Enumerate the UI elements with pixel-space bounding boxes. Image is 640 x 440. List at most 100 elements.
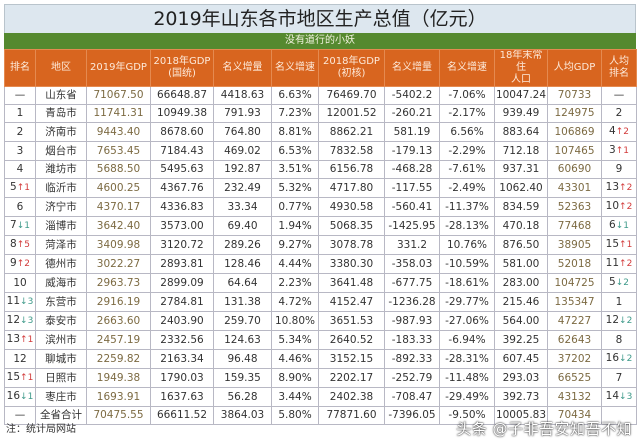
author-band: 没有道行的小妖: [4, 33, 636, 49]
gdp2018_prelim-cell: 8862.21: [318, 122, 385, 142]
gdp2018_nat-cell: 3573.00: [150, 216, 214, 236]
pc-cell: 107465: [547, 141, 602, 161]
inc1-cell: 56.28: [213, 387, 272, 407]
gdp2018_nat-cell: 5495.63: [150, 160, 214, 179]
rate1-cell: 4.44%: [271, 254, 319, 274]
per-capita-rank: —: [613, 89, 625, 101]
rank: 3: [16, 144, 24, 157]
gdp2018_prelim-cell: 6156.78: [318, 160, 385, 179]
region-cell: 潍坊市: [35, 160, 87, 179]
inc2-cell: -1425.95: [384, 216, 440, 236]
pc-cell: 38905: [547, 235, 602, 255]
pc-cell: 106869: [547, 122, 602, 142]
per-capita-rank: 5: [609, 276, 616, 288]
gdp2018_nat-cell: 8678.60: [150, 122, 214, 142]
gdp2018_prelim-cell: 3651.53: [318, 311, 385, 331]
per-capita-rank-cell: 12↓2: [601, 311, 637, 331]
pc-cell: 37202: [547, 349, 602, 369]
per-capita-rank-change: ↓1: [615, 221, 629, 231]
region-cell: 聊城市: [35, 349, 87, 369]
table-title: 2019年山东各市地区生产总值（亿元）: [4, 4, 636, 33]
table-row: 3 烟台市 7653.45 7184.43 469.02 6.53% 7832.58 -179…: [4, 141, 637, 161]
per-capita-rank: 9: [615, 163, 623, 175]
inc2-cell: -117.55: [384, 178, 440, 198]
table-row: 1 青岛市 11741.31 10949.38 791.93 7.23% 12001.52-…: [4, 104, 637, 123]
rank: 16: [6, 390, 21, 402]
gdp2018_nat-cell: 2784.81: [150, 292, 214, 312]
inc2-cell: -987.93: [384, 311, 440, 331]
rate1-cell: 4.46%: [271, 349, 319, 369]
inc1-cell: 259.70: [213, 311, 272, 331]
column-header: 人均GDP: [547, 49, 602, 87]
rate2-cell: -27.06%: [439, 311, 495, 331]
pop-cell: 10005.83: [494, 406, 548, 425]
table-row: 9↑2 德州市 3022.27 2893.81 128.46 4.44% 3380.30 -3…: [4, 254, 637, 274]
rank-cell: 2: [4, 122, 36, 142]
gdp2019-cell: 9443.40: [86, 122, 151, 142]
region-cell: 淄博市: [35, 216, 87, 236]
rank-change: ↑2: [16, 259, 30, 269]
gdp2018_prelim-cell: 3641.48: [318, 273, 385, 293]
inc1-cell: 64.64: [213, 273, 272, 293]
inc2-cell: -7396.05: [384, 406, 440, 425]
table-row: 6 济宁市 4370.17 4336.83 33.34 0.77% 4930.58 -560.…: [4, 197, 637, 217]
pop-cell: 937.31: [494, 160, 548, 179]
column-header: 人均 排名: [601, 49, 637, 87]
rate1-cell: 3.51%: [271, 160, 319, 179]
column-header: 18年末常住 人口: [494, 49, 548, 87]
per-capita-rank-cell: 4↑2: [601, 122, 637, 142]
gdp2018_nat-cell: 4336.83: [150, 197, 214, 217]
table-body: — 山东省 71067.50 66648.87 4418.63 6.63% 76469.70…: [4, 86, 637, 425]
per-capita-rank: 1: [615, 295, 623, 308]
gdp2018_prelim-cell: 76469.70: [318, 86, 385, 105]
rank-cell: 12↓3: [4, 311, 36, 331]
inc1-cell: 96.48: [213, 349, 272, 369]
inc2-cell: 581.19: [384, 122, 440, 142]
region-cell: 东营市: [35, 292, 87, 312]
table-row: 7↓1 淄博市 3642.40 3573.00 69.40 1.94% 5068.35 -14…: [4, 216, 637, 236]
rate2-cell: -11.37%: [439, 197, 495, 217]
rate1-cell: 2.23%: [271, 273, 319, 293]
rate2-cell: -6.94%: [439, 330, 495, 350]
rank: 13: [6, 333, 21, 345]
per-capita-rank-cell: 16↓2: [601, 349, 637, 369]
gdp2019-cell: 1693.91: [86, 387, 151, 407]
watermark: 头条 @子非吾安知吾不知: [456, 420, 632, 438]
gdp-table: 排名 地区 2019年GDP 2018年GDP (国统) 名义增量 名义增速 2018年GD…: [4, 49, 637, 425]
per-capita-rank-change: ↓2: [619, 316, 633, 326]
rank-cell: 7↓1: [4, 216, 36, 236]
rate2-cell: -7.06%: [439, 86, 495, 105]
rank-cell: 9↑2: [4, 254, 36, 274]
inc1-cell: 131.38: [213, 292, 272, 312]
inc2-cell: -252.79: [384, 368, 440, 388]
region-cell: 菏泽市: [35, 235, 87, 255]
rank: 10: [13, 276, 27, 289]
pc-cell: 70733: [547, 86, 602, 105]
rate2-cell: -29.49%: [439, 387, 495, 407]
rate2-cell: -29.77%: [439, 292, 495, 312]
inc2-cell: -183.33: [384, 330, 440, 350]
per-capita-rank: 8: [615, 333, 623, 346]
gdp2019-cell: 70475.55: [86, 406, 151, 425]
gdp2018_nat-cell: 1790.03: [150, 368, 214, 388]
rate2-cell: 10.76%: [439, 235, 495, 255]
per-capita-rank-change: ↑2: [619, 202, 633, 212]
gdp2018_nat-cell: 66611.52: [150, 406, 214, 425]
inc1-cell: 124.63: [213, 330, 272, 350]
pc-cell: 77468: [547, 216, 602, 236]
inc2-cell: -708.47: [384, 387, 440, 407]
gdp2019-cell: 2963.73: [86, 273, 151, 293]
rank: 4: [16, 163, 24, 175]
rank: 2: [16, 125, 24, 138]
per-capita-rank-cell: [601, 406, 637, 425]
rank-cell: 6: [4, 197, 36, 217]
per-capita-rank-cell: 8: [601, 330, 637, 350]
per-capita-rank-cell: 11↑2: [601, 254, 637, 274]
inc2-cell: -1236.28: [384, 292, 440, 312]
column-header: 名义增速: [439, 49, 495, 87]
region-cell: 青岛市: [35, 104, 87, 123]
column-header: 2019年GDP: [86, 49, 151, 87]
per-capita-rank-cell: 15↑1: [601, 235, 637, 255]
pop-cell: 883.64: [494, 122, 548, 142]
gdp2019-cell: 4370.17: [86, 197, 151, 217]
